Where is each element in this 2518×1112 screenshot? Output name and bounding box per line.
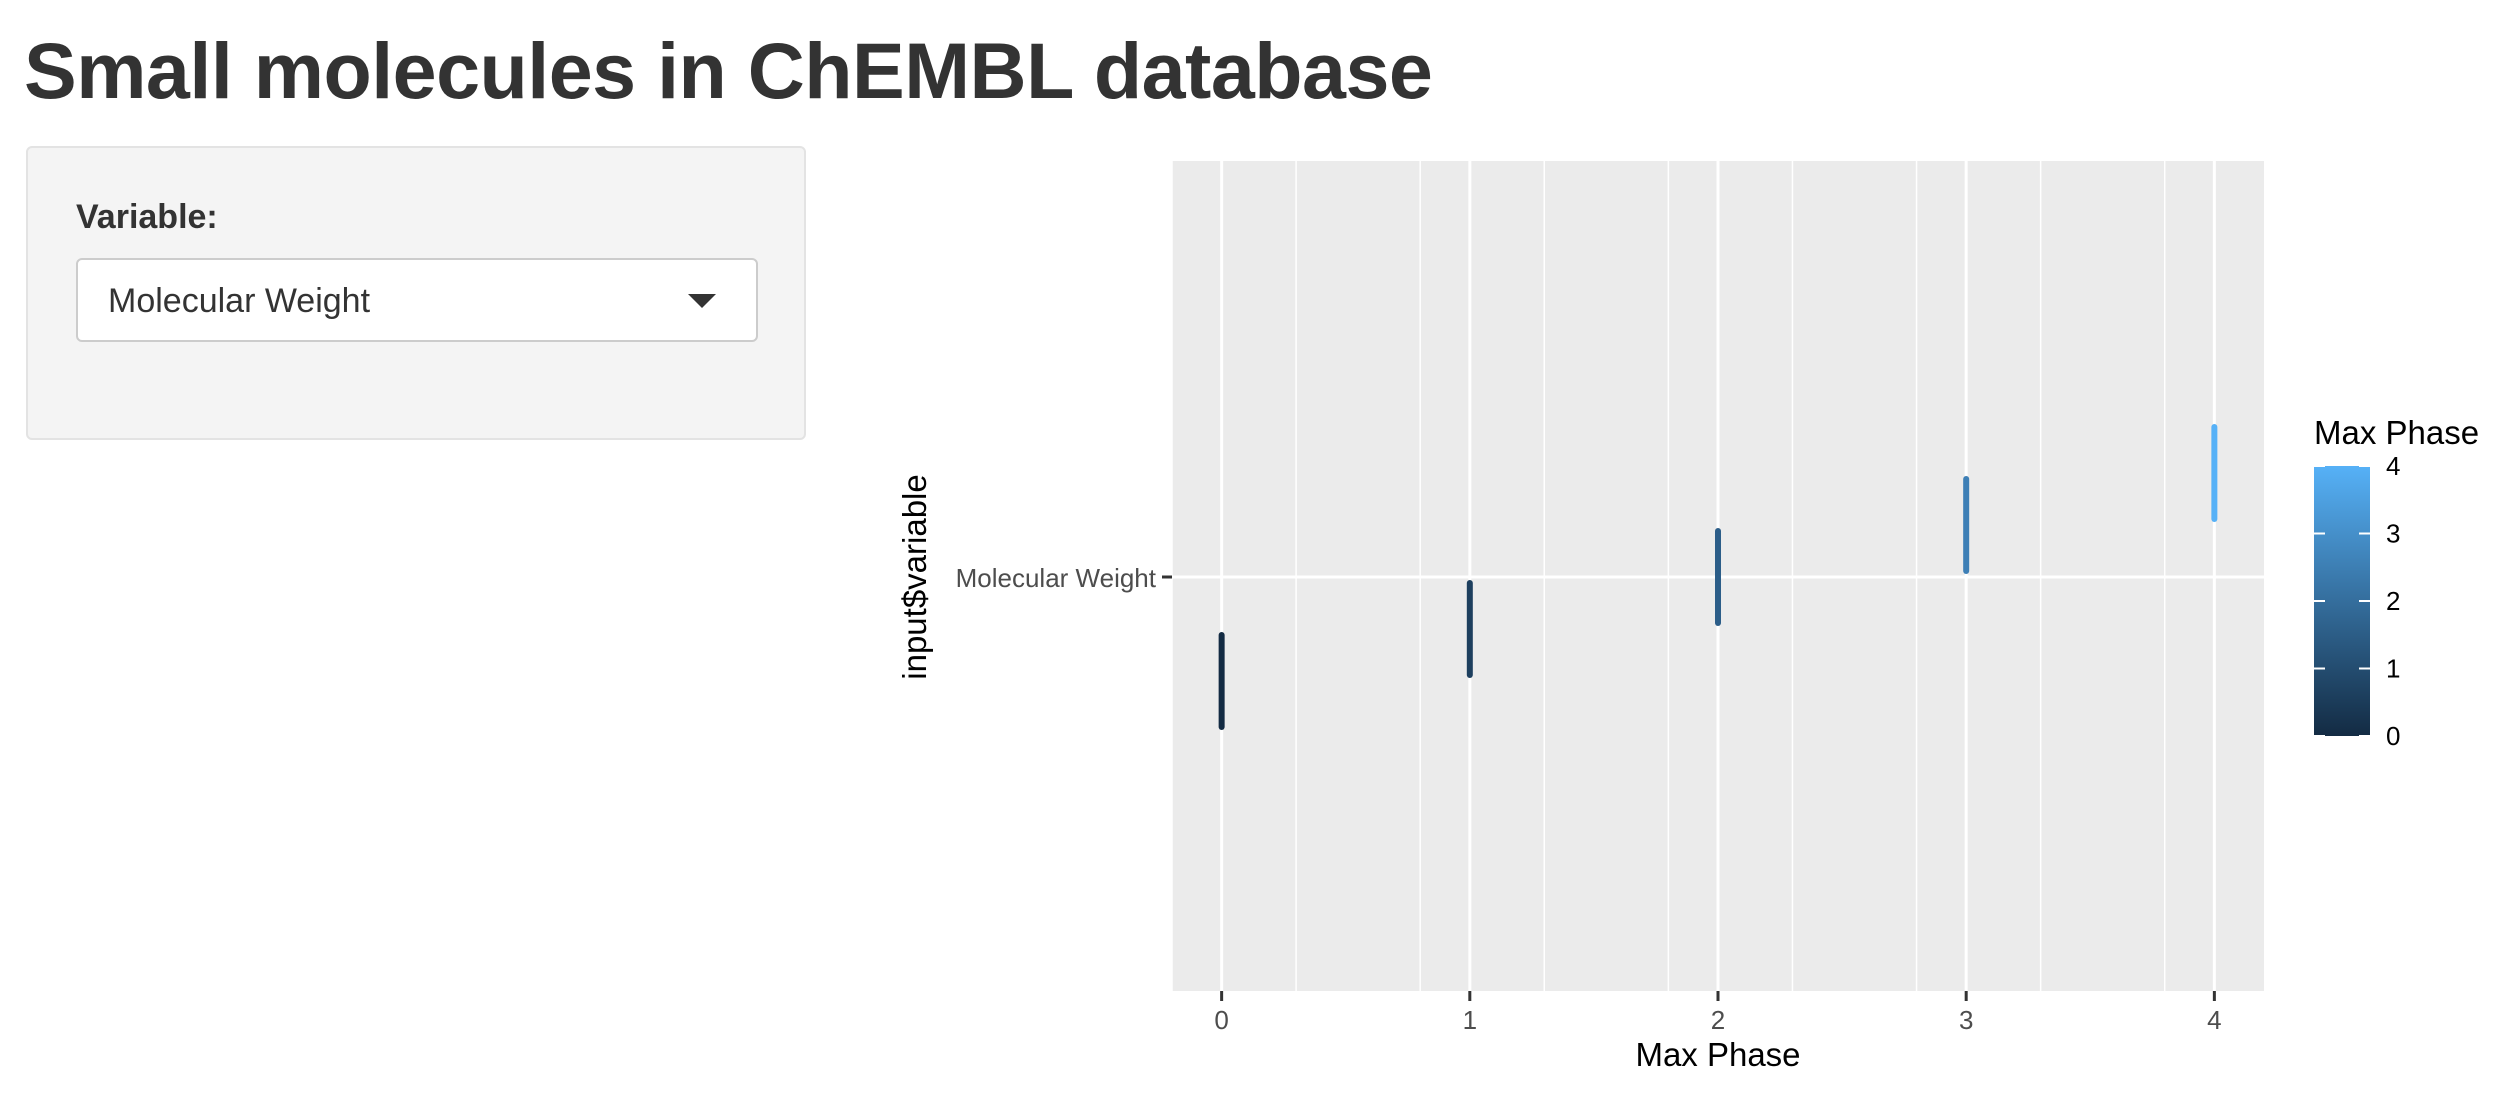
legend-title: Max Phase [2314, 414, 2479, 451]
legend: Max Phase 4 3 2 1 0 [2314, 414, 2479, 751]
y-tick-label: Molecular Weight [956, 563, 1157, 593]
legend-label: 3 [2386, 519, 2400, 549]
variable-select-value: Molecular Weight [108, 282, 371, 320]
x-tick-label: 3 [1959, 1005, 1973, 1035]
y-axis-title: input$variable [896, 474, 933, 679]
sidebar-panel: Variable: Molecular Weight [26, 146, 806, 440]
chevron-down-icon[interactable] [688, 294, 716, 308]
legend-label: 2 [2386, 586, 2400, 616]
x-tick-label: 0 [1214, 1005, 1228, 1035]
page-title: Small molecules in ChEMBL database [24, 26, 1433, 115]
x-tick-label: 2 [1711, 1005, 1725, 1035]
x-tick-label: 4 [2207, 1005, 2221, 1035]
x-tick-label: 1 [1463, 1005, 1477, 1035]
x-axis-title: Max Phase [1635, 1036, 1800, 1073]
plot-axes: Molecular Weight input$variable Max Phas… [896, 474, 2222, 1073]
variable-label: Variable: [76, 198, 218, 236]
legend-label: 0 [2386, 721, 2400, 751]
legend-label: 1 [2386, 654, 2400, 684]
plot-points [1218, 424, 2218, 730]
variable-select[interactable]: Molecular Weight [76, 258, 758, 342]
legend-label: 4 [2386, 451, 2400, 481]
